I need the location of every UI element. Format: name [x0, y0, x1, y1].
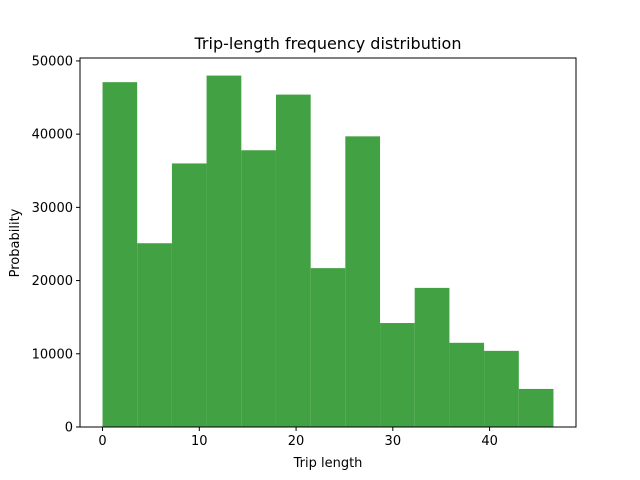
histogram-bar	[102, 82, 138, 428]
x-tick-label: 10	[191, 434, 208, 449]
histogram-bar	[345, 136, 381, 427]
x-tick-label: 20	[288, 434, 305, 449]
y-tick-label: 40000	[32, 128, 73, 143]
x-tick-label: 30	[385, 434, 402, 449]
histogram-bar	[241, 150, 276, 427]
y-tick-label: 20000	[32, 274, 73, 289]
y-tick-label: 50000	[32, 54, 73, 69]
x-axis-label: Trip length	[293, 456, 363, 471]
histogram-bar	[206, 75, 242, 428]
histogram-bar	[310, 268, 346, 427]
histogram-bar	[449, 342, 485, 427]
histogram-bar	[484, 350, 519, 427]
histogram-bar	[380, 323, 415, 427]
plot-area	[102, 75, 554, 428]
chart-title: Trip-length frequency distribution	[194, 34, 462, 53]
histogram-bar	[518, 388, 554, 427]
axes-frame	[79, 57, 577, 428]
x-tick-label: 40	[481, 434, 498, 449]
histogram-bar	[171, 163, 207, 427]
y-tick-label: 0	[65, 421, 73, 436]
y-axis-label: Probability	[8, 208, 23, 277]
y-tick-label: 10000	[32, 347, 73, 362]
y-tick-label: 30000	[32, 201, 73, 216]
histogram-bar	[414, 287, 450, 427]
histogram-bar	[137, 243, 172, 427]
histogram-bar	[275, 94, 311, 427]
x-tick-label: 0	[98, 434, 106, 449]
